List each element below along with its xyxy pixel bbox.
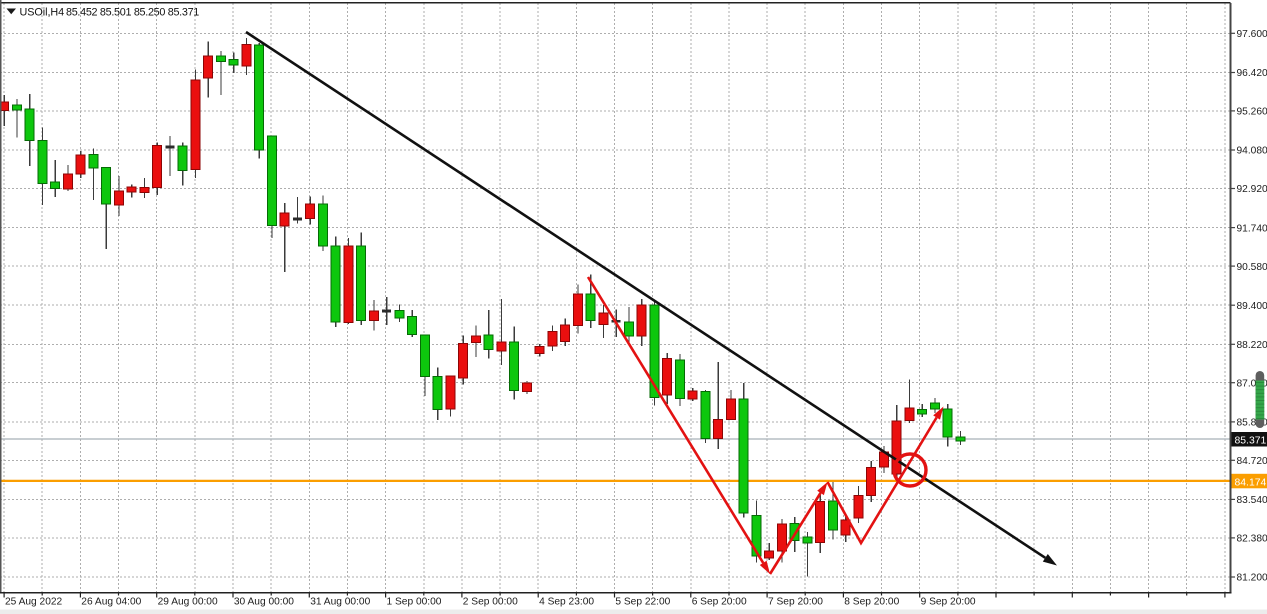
svg-text:30 Aug 00:00: 30 Aug 00:00 <box>234 597 294 608</box>
svg-text:81.200: 81.200 <box>1237 573 1267 584</box>
svg-text:92.920: 92.920 <box>1237 184 1267 195</box>
svg-text:89.400: 89.400 <box>1237 301 1267 312</box>
svg-text:83.540: 83.540 <box>1237 495 1267 506</box>
svg-text:90.580: 90.580 <box>1237 262 1267 273</box>
svg-text:1 Sep 00:00: 1 Sep 00:00 <box>387 597 442 608</box>
svg-text:26 Aug 04:00: 26 Aug 04:00 <box>81 597 141 608</box>
svg-text:95.260: 95.260 <box>1237 107 1267 118</box>
svg-text:7 Sep 20:00: 7 Sep 20:00 <box>768 597 823 608</box>
svg-text:85.452 85.501 85.250 85.371: 85.452 85.501 85.250 85.371 <box>66 6 199 18</box>
svg-text:9 Sep 20:00: 9 Sep 20:00 <box>921 597 976 608</box>
svg-text:87.060: 87.060 <box>1237 378 1267 389</box>
svg-text:94.080: 94.080 <box>1237 146 1267 157</box>
svg-text:82.380: 82.380 <box>1237 534 1267 545</box>
svg-text:5 Sep 22:00: 5 Sep 22:00 <box>615 597 670 608</box>
svg-text:96.420: 96.420 <box>1237 68 1267 79</box>
svg-text:4 Sep 23:00: 4 Sep 23:00 <box>539 597 594 608</box>
svg-text:97.600: 97.600 <box>1237 29 1267 40</box>
svg-text:91.740: 91.740 <box>1237 223 1267 234</box>
svg-text:85.880: 85.880 <box>1237 418 1267 429</box>
svg-text:25 Aug 2022: 25 Aug 2022 <box>5 597 63 608</box>
svg-text:31 Aug 00:00: 31 Aug 00:00 <box>310 597 370 608</box>
svg-text:8 Sep 20:00: 8 Sep 20:00 <box>844 597 899 608</box>
svg-text:29 Aug 00:00: 29 Aug 00:00 <box>158 597 218 608</box>
svg-text:84.720: 84.720 <box>1237 456 1267 467</box>
svg-text:85.371: 85.371 <box>1235 436 1267 447</box>
svg-text:88.220: 88.220 <box>1237 340 1267 351</box>
svg-text:USOil,H4: USOil,H4 <box>20 6 65 18</box>
svg-text:6 Sep 20:00: 6 Sep 20:00 <box>692 597 747 608</box>
svg-text:2 Sep 00:00: 2 Sep 00:00 <box>463 597 518 608</box>
svg-text:84.174: 84.174 <box>1235 477 1267 488</box>
